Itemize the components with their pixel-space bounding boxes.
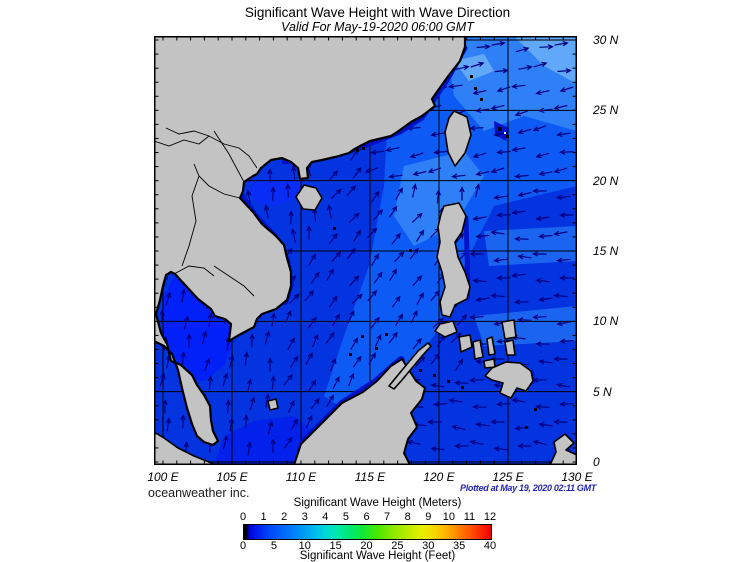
lon-label: 100 E [147,470,179,484]
lat-label: 15 N [593,244,619,258]
legend-meters-label: Significant Wave Height (Meters) [293,497,462,509]
island-cebu [486,336,496,356]
plotted-timestamp: Plotted at May 19, 2020 02:11 GMT [460,483,596,493]
legend-feet-label: Significant Wave Height (Feet) [299,550,456,562]
lat-label: 20 N [593,173,619,188]
island-hainan [295,184,323,211]
wave-height-map [154,36,578,465]
map-canvas [154,36,578,465]
lon-label: 110 E [285,470,317,484]
feet-tick: 40 [483,540,497,552]
island-panay [458,334,473,353]
meter-tick: 5 [342,511,349,523]
island-palawan [388,342,432,390]
meter-tick: 6 [363,511,370,523]
land-sumatra [154,431,217,465]
meter-tick: 9 [425,511,432,523]
lon-label: 105 E [216,470,248,484]
wave-height-colorbar [243,524,492,540]
small-island-specks [333,75,537,429]
island-luzon [436,202,471,318]
feet-tick: 25 [391,540,404,552]
lon-label: 115 E [354,470,386,484]
island-mindanao [484,361,534,399]
island-natuna [267,398,279,411]
credit-text: oceanweather inc. [148,486,250,500]
lon-label: 125 E [492,470,524,484]
country-borders [154,127,258,297]
feet-tick: 5 [270,540,277,552]
lat-label: 25 N [593,103,619,118]
map-frame [154,36,577,465]
island-taiwan [444,110,472,167]
meter-tick: 11 [463,511,476,523]
island-sulawesi [549,433,577,465]
page-title: Significant Wave Height with Wave Direct… [244,5,511,20]
island-mindoro [434,320,458,338]
lon-label: 130 E [561,470,593,484]
lat-label: 10 N [593,314,619,329]
lon-label: 120 E [423,470,455,484]
meter-tick: 1 [260,511,267,523]
feet-tick: 0 [239,540,247,552]
meter-tick: 2 [281,511,288,523]
island-leyte [504,339,516,356]
meter-tick: 0 [239,511,247,523]
island-samar [501,319,517,340]
meter-tick: 8 [404,511,411,523]
island-negros [472,339,484,360]
valid-time-subtitle: Valid For May-19-2020 06:00 GMT [281,20,474,34]
meter-tick: 12 [483,511,497,523]
feet-tick: 30 [422,540,435,552]
feet-tick: 35 [453,540,466,552]
lat-label: 30 N [593,33,619,47]
meter-tick: 7 [384,511,391,523]
feet-tick: 20 [360,540,373,552]
lat-label: 5 N [593,384,612,399]
meter-tick: 3 [301,511,308,523]
land-mainland-asia [154,36,467,447]
lat-label: 0 [593,455,600,469]
meter-tick: 10 [442,511,455,523]
landmasses [154,36,577,465]
feet-tick: 15 [329,540,342,552]
feet-tick: 10 [298,540,311,552]
meter-tick: 4 [322,511,329,523]
